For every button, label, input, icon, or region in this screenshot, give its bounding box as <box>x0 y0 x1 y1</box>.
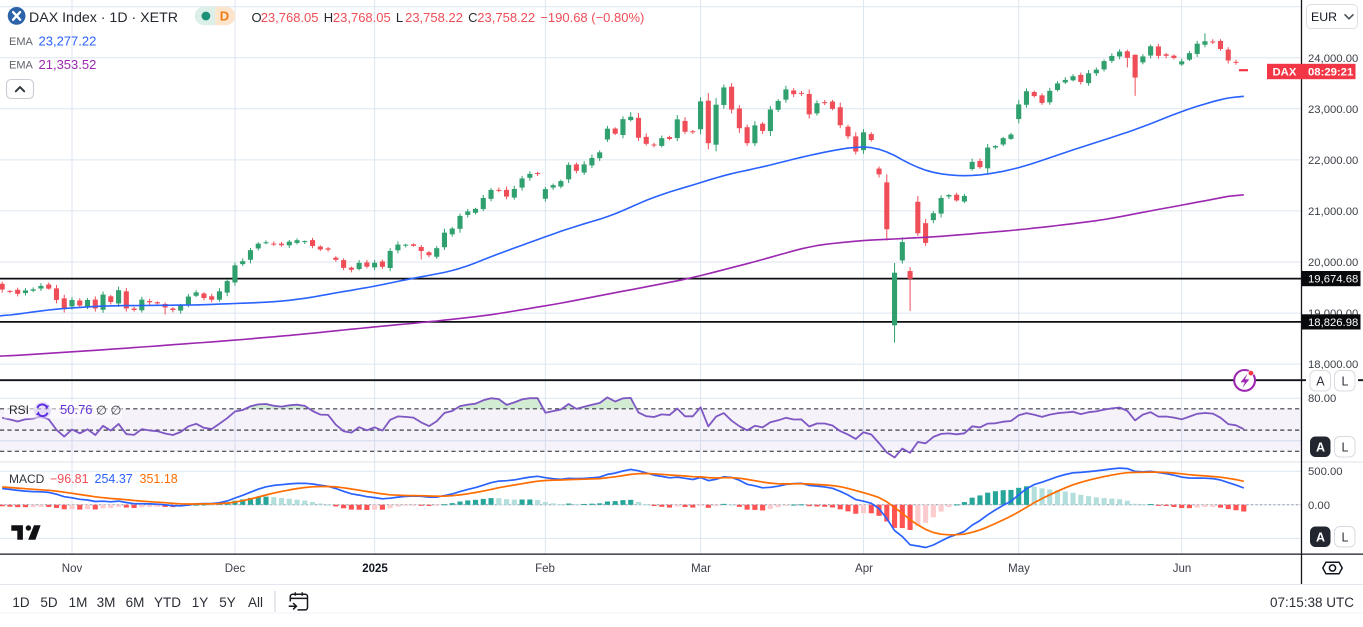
svg-text:20,000.00: 20,000.00 <box>1308 257 1358 269</box>
svg-text:254.37: 254.37 <box>95 472 133 486</box>
svg-text:L: L <box>1342 441 1349 455</box>
svg-text:23,768.05: 23,768.05 <box>333 10 391 25</box>
svg-text:A: A <box>1316 375 1325 389</box>
svg-text:5D: 5D <box>40 595 58 610</box>
svg-text:0.00: 0.00 <box>1308 500 1330 512</box>
svg-text:23,758.22: 23,758.22 <box>477 10 535 25</box>
svg-text:C: C <box>468 10 477 25</box>
svg-text:23,277.22: 23,277.22 <box>39 33 97 48</box>
svg-text:A: A <box>1316 441 1325 455</box>
svg-text:2025: 2025 <box>362 563 388 575</box>
svg-text:Dec: Dec <box>225 563 246 575</box>
svg-text:EMA: EMA <box>9 59 34 71</box>
svg-text:EMA: EMA <box>9 36 34 48</box>
svg-text:08:29:21: 08:29:21 <box>1308 66 1353 78</box>
svg-text:∅: ∅ <box>111 404 122 418</box>
svg-text:L: L <box>1342 531 1349 545</box>
svg-text:5Y: 5Y <box>219 595 236 610</box>
svg-text:23,768.05: 23,768.05 <box>261 10 319 25</box>
svg-text:A: A <box>1316 531 1325 545</box>
svg-text:Mar: Mar <box>691 563 711 575</box>
svg-text:Nov: Nov <box>62 563 83 575</box>
svg-text:19,674.68: 19,674.68 <box>1308 274 1358 286</box>
svg-text:1Y: 1Y <box>192 595 209 610</box>
svg-text:DAX: DAX <box>1273 66 1297 78</box>
svg-text:23,758.22: 23,758.22 <box>405 10 463 25</box>
svg-text:Jun: Jun <box>1173 563 1192 575</box>
svg-text:80.00: 80.00 <box>1308 393 1336 405</box>
svg-text:H: H <box>324 10 333 25</box>
svg-text:MACD: MACD <box>9 472 45 486</box>
svg-text:−96.81: −96.81 <box>50 472 89 486</box>
svg-text:500.00: 500.00 <box>1308 466 1343 478</box>
svg-text:∅: ∅ <box>96 404 107 418</box>
svg-text:1M: 1M <box>69 595 88 610</box>
svg-text:07:15:38 UTC: 07:15:38 UTC <box>1270 595 1354 610</box>
svg-text:6M: 6M <box>126 595 145 610</box>
svg-text:DAX Index · 1D · XETR: DAX Index · 1D · XETR <box>29 10 178 26</box>
svg-text:L: L <box>396 10 403 25</box>
svg-text:351.18: 351.18 <box>140 472 178 486</box>
svg-text:1D: 1D <box>12 595 30 610</box>
svg-text:18,826.98: 18,826.98 <box>1308 317 1358 329</box>
svg-text:L: L <box>1342 375 1349 389</box>
svg-text:−190.68 (−0.80%): −190.68 (−0.80%) <box>540 10 644 25</box>
svg-text:21,353.52: 21,353.52 <box>39 57 97 72</box>
svg-text:50.76: 50.76 <box>60 402 93 417</box>
svg-text:YTD: YTD <box>154 595 181 610</box>
svg-text:Apr: Apr <box>855 563 873 575</box>
svg-text:21,000.00: 21,000.00 <box>1308 206 1358 218</box>
svg-text:Feb: Feb <box>535 563 555 575</box>
svg-text:D: D <box>220 9 229 24</box>
svg-text:All: All <box>248 595 263 610</box>
svg-text:RSI: RSI <box>9 403 29 417</box>
svg-text:23,000.00: 23,000.00 <box>1308 104 1358 116</box>
svg-text:EUR: EUR <box>1311 10 1337 24</box>
svg-text:May: May <box>1008 563 1030 575</box>
svg-text:3M: 3M <box>97 595 116 610</box>
svg-text:22,000.00: 22,000.00 <box>1308 155 1358 167</box>
svg-text:24,000.00: 24,000.00 <box>1308 53 1358 65</box>
